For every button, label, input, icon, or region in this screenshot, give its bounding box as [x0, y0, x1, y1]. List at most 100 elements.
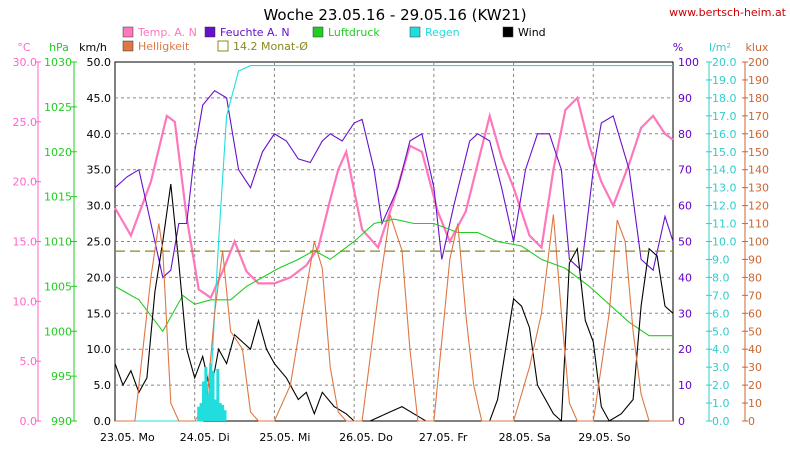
tick-label-lm2: 7.0 [712, 289, 730, 302]
tick-label-lm2: 0.0 [712, 415, 730, 428]
source-label[interactable]: www.bertsch-heim.at [669, 6, 787, 19]
tick-label-celsius: 25.0 [13, 116, 38, 129]
tick-label-percent: 50 [678, 236, 692, 249]
tick-label-lm2: 11.0 [712, 218, 737, 231]
tick-label-kmh: 45.0 [87, 92, 112, 105]
tick-label-lm2: 3.0 [712, 361, 730, 374]
tick-label-percent: 30 [678, 307, 692, 320]
tick-label-celsius: 30.0 [13, 56, 38, 69]
tick-label-klux: 70 [748, 289, 762, 302]
tick-label-lm2: 16.0 [712, 128, 737, 141]
tick-label-hpa: 1000 [44, 325, 72, 338]
tick-label-hpa: 1010 [44, 236, 72, 249]
tick-label-celsius: 20.0 [13, 176, 38, 189]
plot-area [114, 65, 674, 423]
tick-label-lm2: 17.0 [712, 110, 737, 123]
tick-label-hpa: 995 [51, 370, 72, 383]
tick-label-kmh: 0.0 [94, 415, 112, 428]
tick-label-klux: 120 [748, 200, 769, 213]
tick-label-klux: 40 [748, 343, 762, 356]
tick-label-percent: 10 [678, 379, 692, 392]
tick-label-hpa: 1005 [44, 280, 72, 293]
tick-label-klux: 30 [748, 361, 762, 374]
tick-label-klux: 140 [748, 164, 769, 177]
grid [115, 62, 673, 421]
tick-label-celsius: 0.0 [20, 415, 38, 428]
tick-label-lm2: 18.0 [712, 92, 737, 105]
rain-bar [199, 403, 203, 421]
tick-label-klux: 180 [748, 92, 769, 105]
axis-unit-hpa: hPa [49, 41, 69, 54]
chart-title: Woche 23.05.16 - 29.05.16 (KW21) [263, 6, 526, 24]
tick-label-hpa: 990 [51, 415, 72, 428]
tick-label-kmh: 30.0 [87, 200, 112, 213]
tick-label-hpa: 1020 [44, 146, 72, 159]
axis-unit-percent: % [673, 41, 683, 54]
tick-label-percent: 70 [678, 164, 692, 177]
tick-label-celsius: 15.0 [13, 236, 38, 249]
tick-label-klux: 0 [748, 415, 755, 428]
x-tick-label: 25.05. Mi [259, 431, 310, 444]
tick-label-lm2: 15.0 [712, 146, 737, 159]
legend-swatch [122, 40, 134, 52]
x-tick-label: 23.05. Mo [100, 431, 155, 444]
axis-unit-celsius: °C [17, 41, 31, 54]
x-tick-label: 29.05. So [578, 431, 630, 444]
series-line-2 [114, 218, 673, 337]
tick-label-klux: 150 [748, 146, 769, 159]
legend-swatch [312, 26, 324, 38]
tick-label-lm2: 19.0 [712, 74, 737, 87]
tick-label-percent: 40 [678, 271, 692, 284]
tick-label-kmh: 5.0 [94, 379, 112, 392]
tick-label-kmh: 35.0 [87, 164, 112, 177]
tick-label-percent: 20 [678, 343, 692, 356]
tick-label-lm2: 1.0 [712, 397, 730, 410]
tick-label-percent: 0 [678, 415, 685, 428]
legend-swatch [204, 26, 216, 38]
tick-label-klux: 200 [748, 56, 769, 69]
axis-unit-kmh: km/h [79, 41, 107, 54]
rain-bar [216, 368, 220, 421]
x-tick-label: 27.05. Fr [419, 431, 468, 444]
legend-label: Feuchte A. N [220, 26, 290, 39]
tick-label-lm2: 4.0 [712, 343, 730, 356]
legend-swatch [217, 40, 229, 52]
x-tick-label: 28.05. Sa [499, 431, 551, 444]
tick-label-kmh: 20.0 [87, 271, 112, 284]
legend-label: Helligkeit [138, 40, 190, 53]
tick-label-klux: 80 [748, 271, 762, 284]
tick-label-kmh: 15.0 [87, 307, 112, 320]
rain-bar [211, 370, 215, 421]
tick-label-klux: 160 [748, 128, 769, 141]
legend-label: Temp. A. N [137, 26, 197, 39]
rain-bar [213, 399, 217, 421]
tick-label-percent: 90 [678, 92, 692, 105]
tick-label-percent: 60 [678, 200, 692, 213]
series-line-5 [115, 214, 673, 422]
tick-label-klux: 90 [748, 253, 762, 266]
tick-label-lm2: 5.0 [712, 325, 730, 338]
tick-label-klux: 170 [748, 110, 769, 123]
tick-label-klux: 110 [748, 218, 769, 231]
tick-label-klux: 190 [748, 74, 769, 87]
tick-label-lm2: 12.0 [712, 200, 737, 213]
rain-bar [218, 403, 222, 421]
rain-bar [197, 406, 201, 421]
legend-swatch [122, 26, 134, 38]
tick-label-percent: 80 [678, 128, 692, 141]
tick-label-lm2: 9.0 [712, 253, 730, 266]
tick-label-percent: 100 [678, 56, 699, 69]
tick-label-celsius: 10.0 [13, 295, 38, 308]
legend-label: Luftdruck [328, 26, 380, 39]
tick-label-lm2: 6.0 [712, 307, 730, 320]
legend-label: 14.2 Monat-Ø [233, 40, 308, 53]
tick-label-hpa: 1015 [44, 191, 72, 204]
tick-label-kmh: 40.0 [87, 128, 112, 141]
tick-label-klux: 130 [748, 182, 769, 195]
tick-label-lm2: 14.0 [712, 164, 737, 177]
legend-label: Regen [425, 26, 460, 39]
axis-unit-lm2: l/m² [709, 41, 731, 54]
legend-swatch [409, 26, 421, 38]
tick-label-lm2: 10.0 [712, 236, 737, 249]
tick-label-lm2: 13.0 [712, 182, 737, 195]
